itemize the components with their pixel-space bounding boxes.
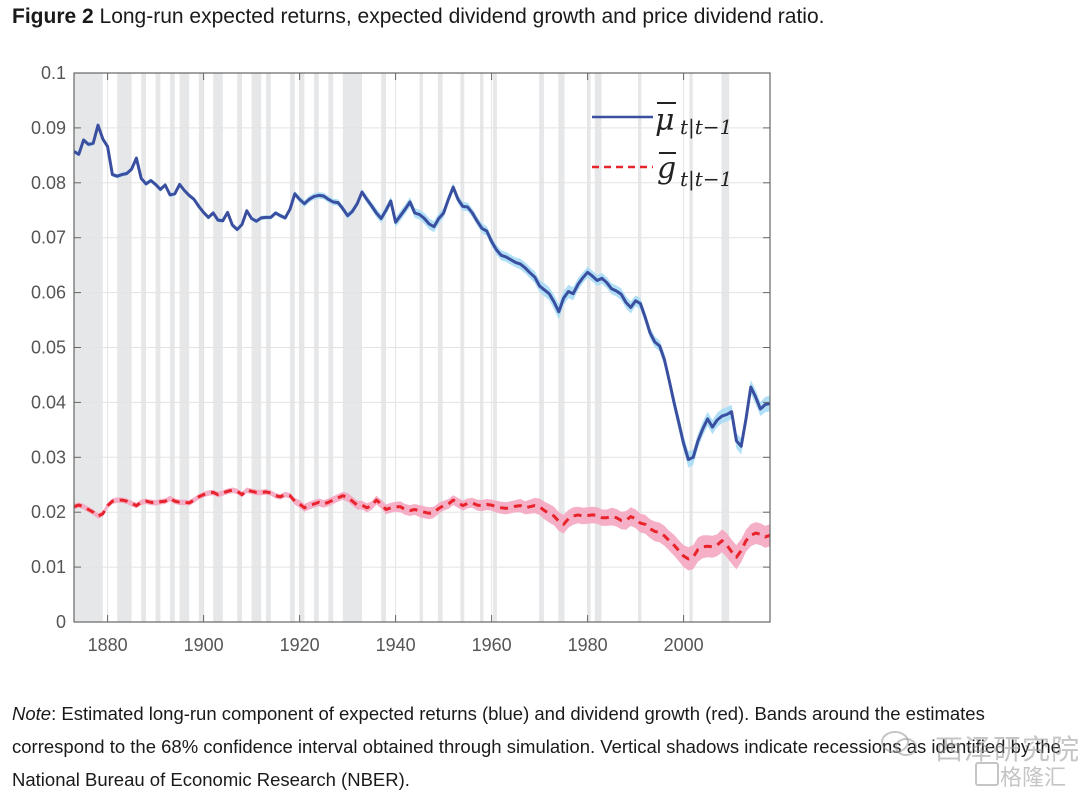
y-tick-label: 0.04 <box>31 392 66 412</box>
x-tick-label: 2000 <box>664 635 704 655</box>
figure-note: Note: Estimated long-run component of ex… <box>12 697 1080 796</box>
note-label: Note <box>12 703 52 724</box>
watermark-xize: 西泽研究院 <box>935 733 1080 766</box>
x-tick-label: 1920 <box>280 635 320 655</box>
x-axis: 1880 1900 1920 1940 1960 1980 2000 <box>88 73 704 655</box>
y-tick-label: 0.09 <box>31 118 66 138</box>
y-tick-label: 0.07 <box>31 228 66 248</box>
confidence-band-g <box>74 487 770 571</box>
x-tick-label: 1960 <box>472 635 512 655</box>
y-axis: 0 0.01 0.02 0.03 0.04 0.05 0.06 0.07 0.08 0.09 0.1 <box>31 63 770 632</box>
y-tick-label: 0 <box>56 612 66 632</box>
figure-number: Figure 2 <box>12 5 94 28</box>
legend-mu-subscript: t|t−1 <box>680 115 732 140</box>
y-tick-label: 0.1 <box>41 63 66 83</box>
x-tick-label: 1900 <box>184 635 224 655</box>
figure-caption: Long-run expected returns, expected divi… <box>93 5 825 28</box>
legend-mu-label: μ <box>655 103 675 138</box>
y-tick-label: 0.01 <box>31 557 66 577</box>
gelonghui-logo-icon <box>975 762 999 786</box>
y-tick-label: 0.02 <box>31 502 66 522</box>
series-lines <box>73 123 771 561</box>
wechat-watermark-icon <box>881 731 917 756</box>
x-tick-label: 1940 <box>376 635 416 655</box>
y-tick-label: 0.06 <box>31 283 66 303</box>
y-tick-label: 0.08 <box>31 173 66 193</box>
series-line-mu <box>73 123 771 461</box>
x-tick-label: 1980 <box>568 635 608 655</box>
y-tick-label: 0.03 <box>31 447 66 467</box>
legend-g-label: g <box>657 151 676 186</box>
chart: 1880 1900 1920 1940 1960 1980 2000 0 0.01 0.02 0.… <box>31 63 771 655</box>
note-text: : Estimated long-run component of expect… <box>12 703 1061 790</box>
y-tick-label: 0.05 <box>31 338 66 358</box>
watermark-gelonghui: 格隆汇 <box>1000 766 1067 791</box>
legend: μ t|t−1 g t|t−1 <box>592 102 732 192</box>
figure-title: Figure 2 Long-run expected returns, expe… <box>12 5 824 29</box>
x-tick-label: 1880 <box>88 635 128 655</box>
series-line-g <box>73 488 771 561</box>
legend-g-subscript: t|t−1 <box>680 167 732 192</box>
